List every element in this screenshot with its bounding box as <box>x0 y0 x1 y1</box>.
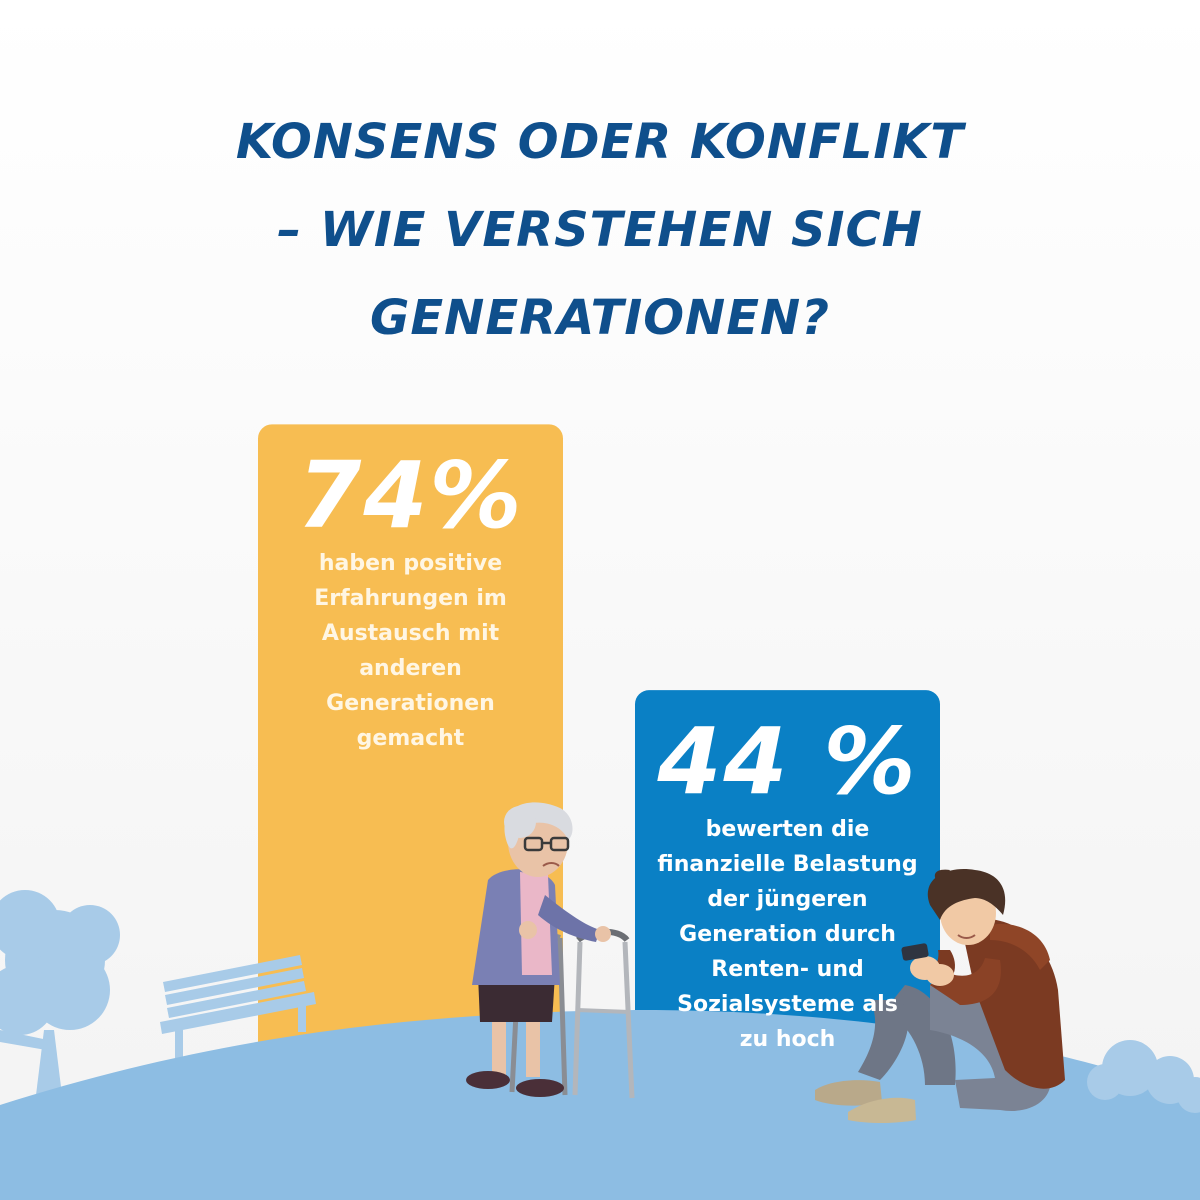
bench-icon <box>160 955 316 1058</box>
value-label: 44 % <box>657 708 918 816</box>
description-line: Austausch mit <box>321 621 500 647</box>
description-line: Renten- und <box>711 957 864 983</box>
description-line: Generationen <box>326 691 495 717</box>
title-line: – WIE VERSTEHEN SICH <box>277 202 923 258</box>
description-line: finanzielle Belastung <box>657 852 918 878</box>
description-line: der jüngeren <box>707 887 868 913</box>
bush-icon <box>1087 1040 1200 1113</box>
title-line: KONSENS ODER KONFLIKT <box>235 114 965 170</box>
description-line: Generation durch <box>679 922 896 948</box>
description-line: Sozialsysteme als <box>677 992 898 1018</box>
description-line: Erfahrungen im <box>314 586 507 612</box>
elderly-woman-illustration <box>466 802 635 1099</box>
description-line: gemacht <box>356 726 465 752</box>
description-line: haben positive <box>318 551 503 577</box>
ground <box>0 1010 1200 1200</box>
title-line: GENERATIONEN? <box>369 290 831 346</box>
young-man-illustration <box>815 869 1065 1123</box>
bar-label-0: 74% haben positive Erfahrungen im Austau… <box>258 446 563 756</box>
description-line: anderen <box>359 656 462 682</box>
page-title: KONSENS ODER KONFLIKT – WIE VERSTEHEN SI… <box>0 98 1200 362</box>
value-label: 74% <box>297 442 524 550</box>
bar-1 <box>635 690 940 1100</box>
description-line: bewerten die <box>705 817 870 843</box>
bar-label-1: 44 % bewerten die finanzielle Belastung … <box>635 712 940 1057</box>
tree-icon <box>0 890 120 1095</box>
description-line: zu hoch <box>739 1027 836 1053</box>
